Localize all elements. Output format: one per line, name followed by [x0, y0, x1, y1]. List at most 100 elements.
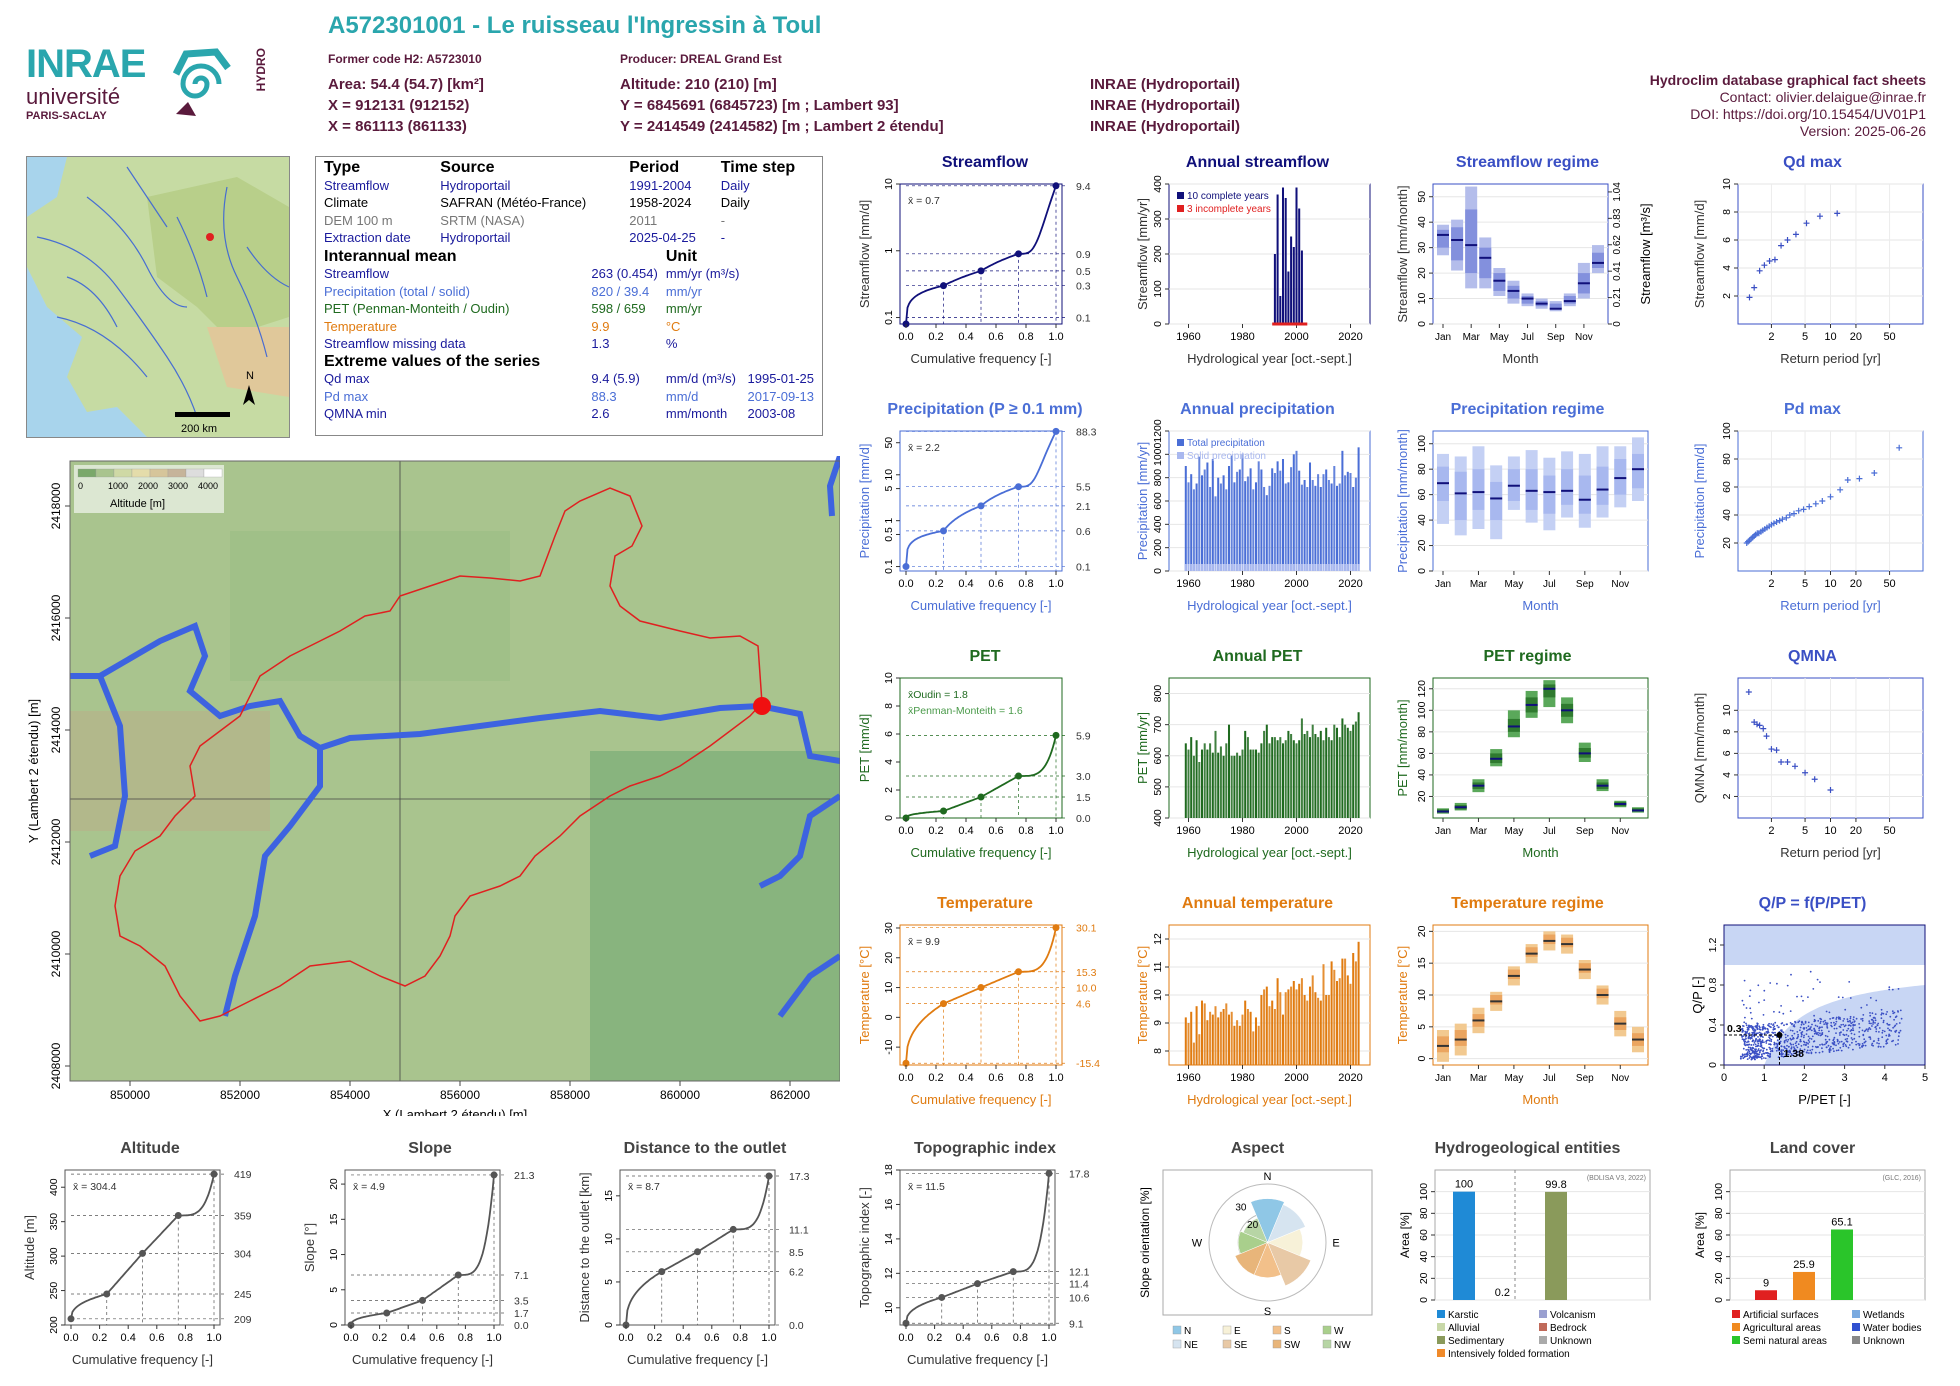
- annual-bar: [1284, 992, 1287, 1065]
- annual-bar: [1354, 721, 1357, 818]
- ratio-point: [1831, 1042, 1834, 1044]
- map-ytick: 2408000: [49, 1042, 63, 1089]
- plot-frame: [899, 1169, 1056, 1326]
- ratio-point: [1881, 1029, 1884, 1032]
- ratio-point: [1837, 1016, 1840, 1018]
- ratio-point: [1824, 1034, 1827, 1037]
- chart-svg: 5.93.01.50.00.0 0.2 0.4 0.6 0.8 1.00246810Cum…: [857, 672, 1091, 860]
- ratio-point: [1833, 1043, 1836, 1046]
- ratio-point: [1841, 996, 1844, 999]
- quantile-label: 359: [234, 1210, 252, 1222]
- annual-bar: [1279, 992, 1282, 1065]
- solid-precip-bar: [1254, 564, 1258, 571]
- map-xtick: 854000: [330, 1088, 370, 1102]
- y-tick-label: 200: [1152, 539, 1164, 557]
- ratio-point: [1878, 1031, 1880, 1033]
- ratio-point: [1797, 1033, 1799, 1036]
- ratio-point: [1795, 1040, 1798, 1043]
- ratio-point: [1813, 1027, 1816, 1030]
- ratio-point: [1741, 1054, 1744, 1057]
- ratio-point: [1849, 1030, 1852, 1032]
- solid-precip-bar: [1319, 564, 1322, 571]
- solid-precip-bar: [1287, 564, 1290, 571]
- ratio-point: [1845, 1045, 1848, 1048]
- annual-bar: [1308, 737, 1312, 818]
- scatter-point: [1776, 517, 1783, 524]
- quantile-label: 9.4: [1076, 181, 1091, 193]
- x-tick-label: 20: [1850, 331, 1862, 343]
- col-step: Time step: [720, 159, 796, 176]
- x-axis-label: Cumulative frequency [-]: [627, 1352, 768, 1367]
- y-tick-label: 8: [1721, 209, 1733, 215]
- ratio-point: [1802, 1036, 1805, 1039]
- legend-swatch: [1172, 1325, 1182, 1335]
- source-table: Type Source Period Time step Streamflow H…: [320, 159, 818, 247]
- y-tick-label: 14: [883, 1233, 895, 1245]
- ratio-point: [1835, 1044, 1837, 1047]
- y-tick-label: 350: [48, 1213, 60, 1231]
- scatter-point: [1778, 242, 1785, 249]
- annual-bar: [1281, 187, 1285, 324]
- chart-title: QMNA: [1788, 648, 1837, 665]
- ratio-point: [1836, 1040, 1839, 1043]
- source-step: -: [720, 212, 726, 228]
- x-axis-label: Return period [yr]: [1780, 351, 1880, 366]
- ratio-point: [1847, 1046, 1850, 1049]
- direction-label: W: [1192, 1238, 1203, 1250]
- mean-point: [1776, 1032, 1783, 1038]
- ratio-point: [1861, 1017, 1864, 1020]
- chart-topo: Topographic index 17.8 12.1 11.4 10.6 9.1 0.0 0…: [855, 1140, 1115, 1382]
- y-tick-label: 20: [328, 1178, 340, 1190]
- category-bar: [1793, 1271, 1815, 1300]
- legend-swatch: [1322, 1325, 1332, 1335]
- ratio-point: [1809, 1049, 1812, 1052]
- ratio-point: [1817, 1020, 1820, 1022]
- quantile-point: [977, 502, 985, 510]
- ratio-point: [1746, 1041, 1748, 1044]
- ratio-point: [1807, 1046, 1810, 1048]
- annual-bar: [1211, 459, 1214, 571]
- ratio-point: [1789, 1037, 1792, 1040]
- box-inner: [1479, 247, 1492, 279]
- ratio-point: [1816, 1025, 1819, 1028]
- ratio-point: [1782, 1055, 1785, 1058]
- plot-frame: [1723, 924, 1926, 1066]
- ratio-point: [1769, 1055, 1772, 1058]
- ratio-point: [1777, 1026, 1780, 1028]
- scatter-point: [1803, 220, 1810, 227]
- chart-pet: PET 5.9 3.0 1.5 0.0 0.0 0.2 0.4 0.6 0.8 1.0 0 2 4 6 8 10…: [855, 648, 1115, 875]
- hydro-logo-icon: [172, 48, 231, 116]
- ratio-point: [1776, 1043, 1779, 1046]
- chart-title: PET: [969, 648, 1001, 665]
- ratio-point: [1874, 1019, 1877, 1022]
- legend-label: Bedrock: [1550, 1323, 1588, 1334]
- y-tick-label: 80: [1416, 726, 1428, 738]
- chart-qmna: QMNA 2 4 6 8 10 2 5 10 20 50 Return period [yr] QMNA…: [1690, 648, 1935, 875]
- map-xtick: 862000: [770, 1088, 810, 1102]
- x-tick-label: 1960: [1176, 578, 1200, 590]
- plateau-zone: [70, 711, 270, 831]
- annual-bar: [1311, 975, 1314, 1065]
- ratio-point: [1823, 1043, 1826, 1046]
- ratio-point: [1833, 1027, 1836, 1030]
- ratio-point: [1785, 1023, 1788, 1026]
- ratio-point: [1755, 1045, 1757, 1048]
- x-axis-label: Month: [1502, 351, 1538, 366]
- source-step: Daily: [720, 195, 750, 210]
- x-tick-label: 2000: [1284, 331, 1308, 343]
- x-tick-label: 1960: [1176, 331, 1200, 343]
- x-tick-label: 1.0: [206, 1332, 221, 1344]
- solid-precip-bar: [1303, 564, 1306, 571]
- quantile-point: [490, 1171, 498, 1179]
- ratio-point: [1855, 1043, 1858, 1046]
- ratio-point: [1761, 1035, 1763, 1038]
- quantile-point: [1015, 250, 1022, 258]
- chart-title: Precipitation (P ≥ 0.1 mm): [887, 401, 1083, 418]
- mean-label: x̄Oudin = 1.8: [908, 689, 968, 701]
- ratio-point: [1743, 1042, 1746, 1045]
- chart-title: Annual PET: [1212, 648, 1303, 665]
- ratio-point: [1858, 1044, 1861, 1047]
